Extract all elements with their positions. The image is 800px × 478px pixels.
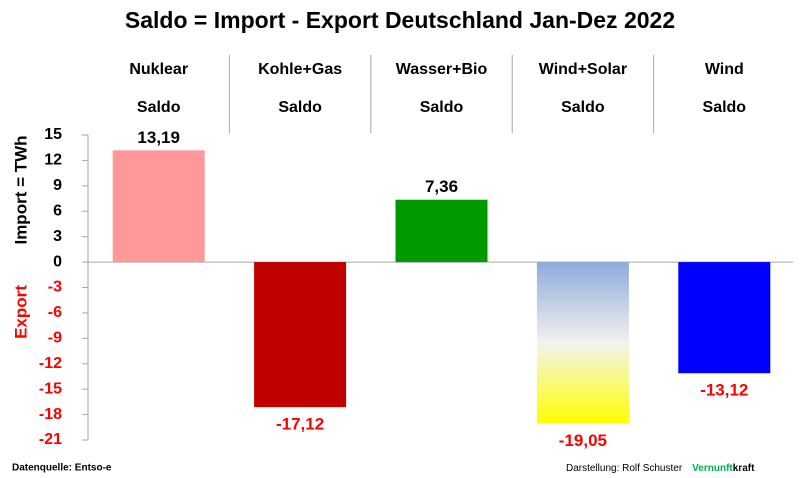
- category-label: Wind: [705, 61, 744, 78]
- y-tick-label: 12: [44, 152, 62, 169]
- y-tick-label: -21: [39, 431, 62, 448]
- bar: [536, 262, 629, 424]
- brand-black: kraft: [733, 463, 755, 474]
- category-label: Wasser+Bio: [396, 61, 488, 78]
- footer-source: Datenquelle: Entso-e: [12, 463, 112, 474]
- bar: [254, 262, 347, 408]
- y-tick-label: -15: [39, 380, 62, 397]
- y-axis-label: Export: [11, 285, 30, 339]
- value-label: -13,12: [700, 381, 748, 400]
- value-label: 7,36: [425, 177, 458, 196]
- category-label: Kohle+Gas: [258, 61, 342, 78]
- y-tick-label: 6: [53, 202, 62, 219]
- category-sublabel: Saldo: [703, 99, 747, 116]
- y-tick-label: -18: [39, 406, 62, 423]
- bar: [112, 150, 205, 263]
- footer-author-text: Darstellung: Rolf Schuster: [566, 463, 683, 474]
- y-tick-label: -12: [39, 355, 62, 372]
- y-axis-label: Import = TWh: [11, 135, 30, 244]
- y-tick-label: -3: [48, 279, 62, 296]
- bar: [395, 199, 488, 263]
- y-tick-label: -9: [48, 330, 62, 347]
- y-tick-label: 0: [53, 253, 62, 270]
- category-label: Nuklear: [129, 61, 188, 78]
- value-label: -17,12: [276, 415, 324, 434]
- chart-title: Saldo = Import - Export Deutschland Jan-…: [125, 7, 675, 33]
- value-label: 13,19: [137, 128, 180, 147]
- bar: [678, 262, 771, 374]
- category-sublabel: Saldo: [137, 99, 181, 116]
- brand-green: Vernunft: [692, 463, 733, 474]
- y-tick-label: 3: [53, 228, 62, 245]
- category-sublabel: Saldo: [278, 99, 322, 116]
- y-tick-label: 9: [53, 177, 62, 194]
- y-tick-label: -6: [48, 304, 62, 321]
- category-sublabel: Saldo: [420, 99, 464, 116]
- y-tick-label: 15: [44, 126, 62, 143]
- category-sublabel: Saldo: [561, 99, 605, 116]
- value-label: -19,05: [559, 431, 607, 450]
- category-label: Wind+Solar: [539, 61, 627, 78]
- footer-author: Darstellung: Rolf Schuster Vernunftkraft: [566, 463, 755, 474]
